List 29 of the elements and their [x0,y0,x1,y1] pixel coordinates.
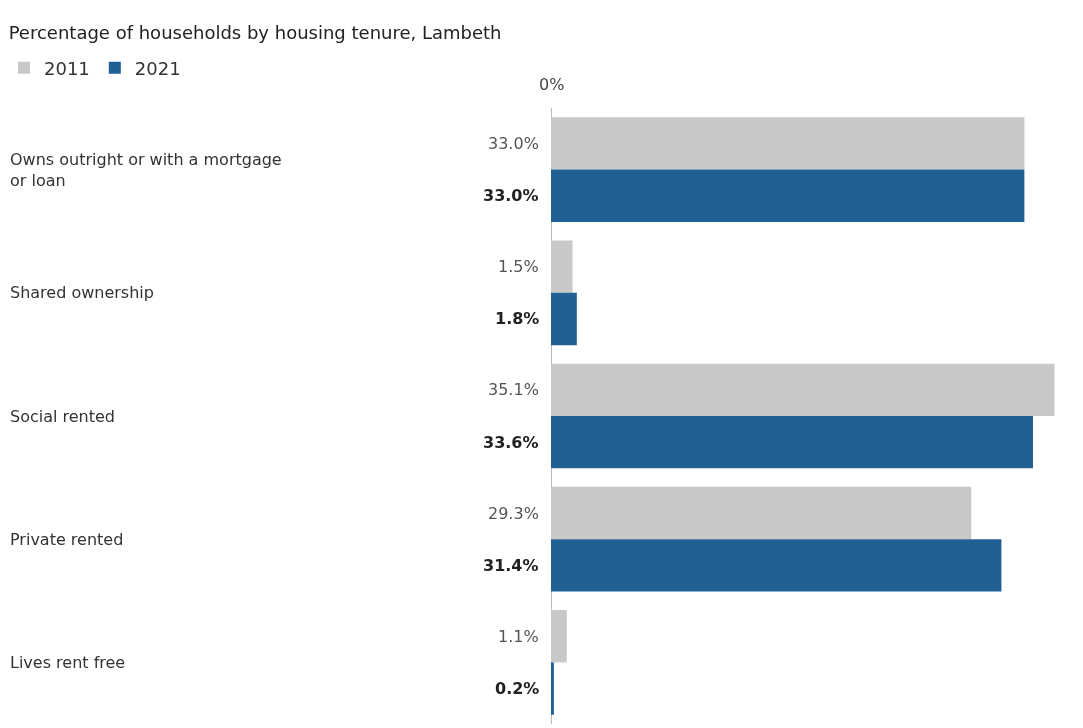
data-label: 33.6% [483,433,539,452]
data-label: 33.0% [483,186,539,205]
data-label: 35.1% [488,380,539,399]
y-tick-label: Owns outright or with a mortgage or loan [10,150,282,190]
text: Percentage of households by housing tenure, Lambeth [8,22,502,44]
data-label: 1.5% [498,257,539,276]
y-tick-label: Social rented [10,407,116,426]
bar [551,662,554,715]
data-label: 1.8% [495,309,540,328]
y-tick-label: Lives rent free [10,653,126,672]
legend-label: 2021 [134,57,181,79]
bar [551,117,1025,170]
bar [551,363,1055,416]
data-label: 0.2% [495,679,540,698]
bar [551,292,577,346]
bar [551,610,567,663]
data-label: 31.4% [483,556,539,575]
bar [551,240,573,293]
legend-label: 2011 [44,57,90,79]
data-label: 29.3% [488,504,539,523]
bar [551,539,1002,592]
bar [551,486,972,540]
data-label: 33.0% [488,134,539,153]
text: 0% [539,75,565,94]
y-tick-label: Private rented [10,530,124,549]
data-label: 1.1% [498,627,539,646]
y-tick-label: Shared ownership [10,283,154,302]
bar [551,169,1025,222]
bar [551,416,1033,469]
